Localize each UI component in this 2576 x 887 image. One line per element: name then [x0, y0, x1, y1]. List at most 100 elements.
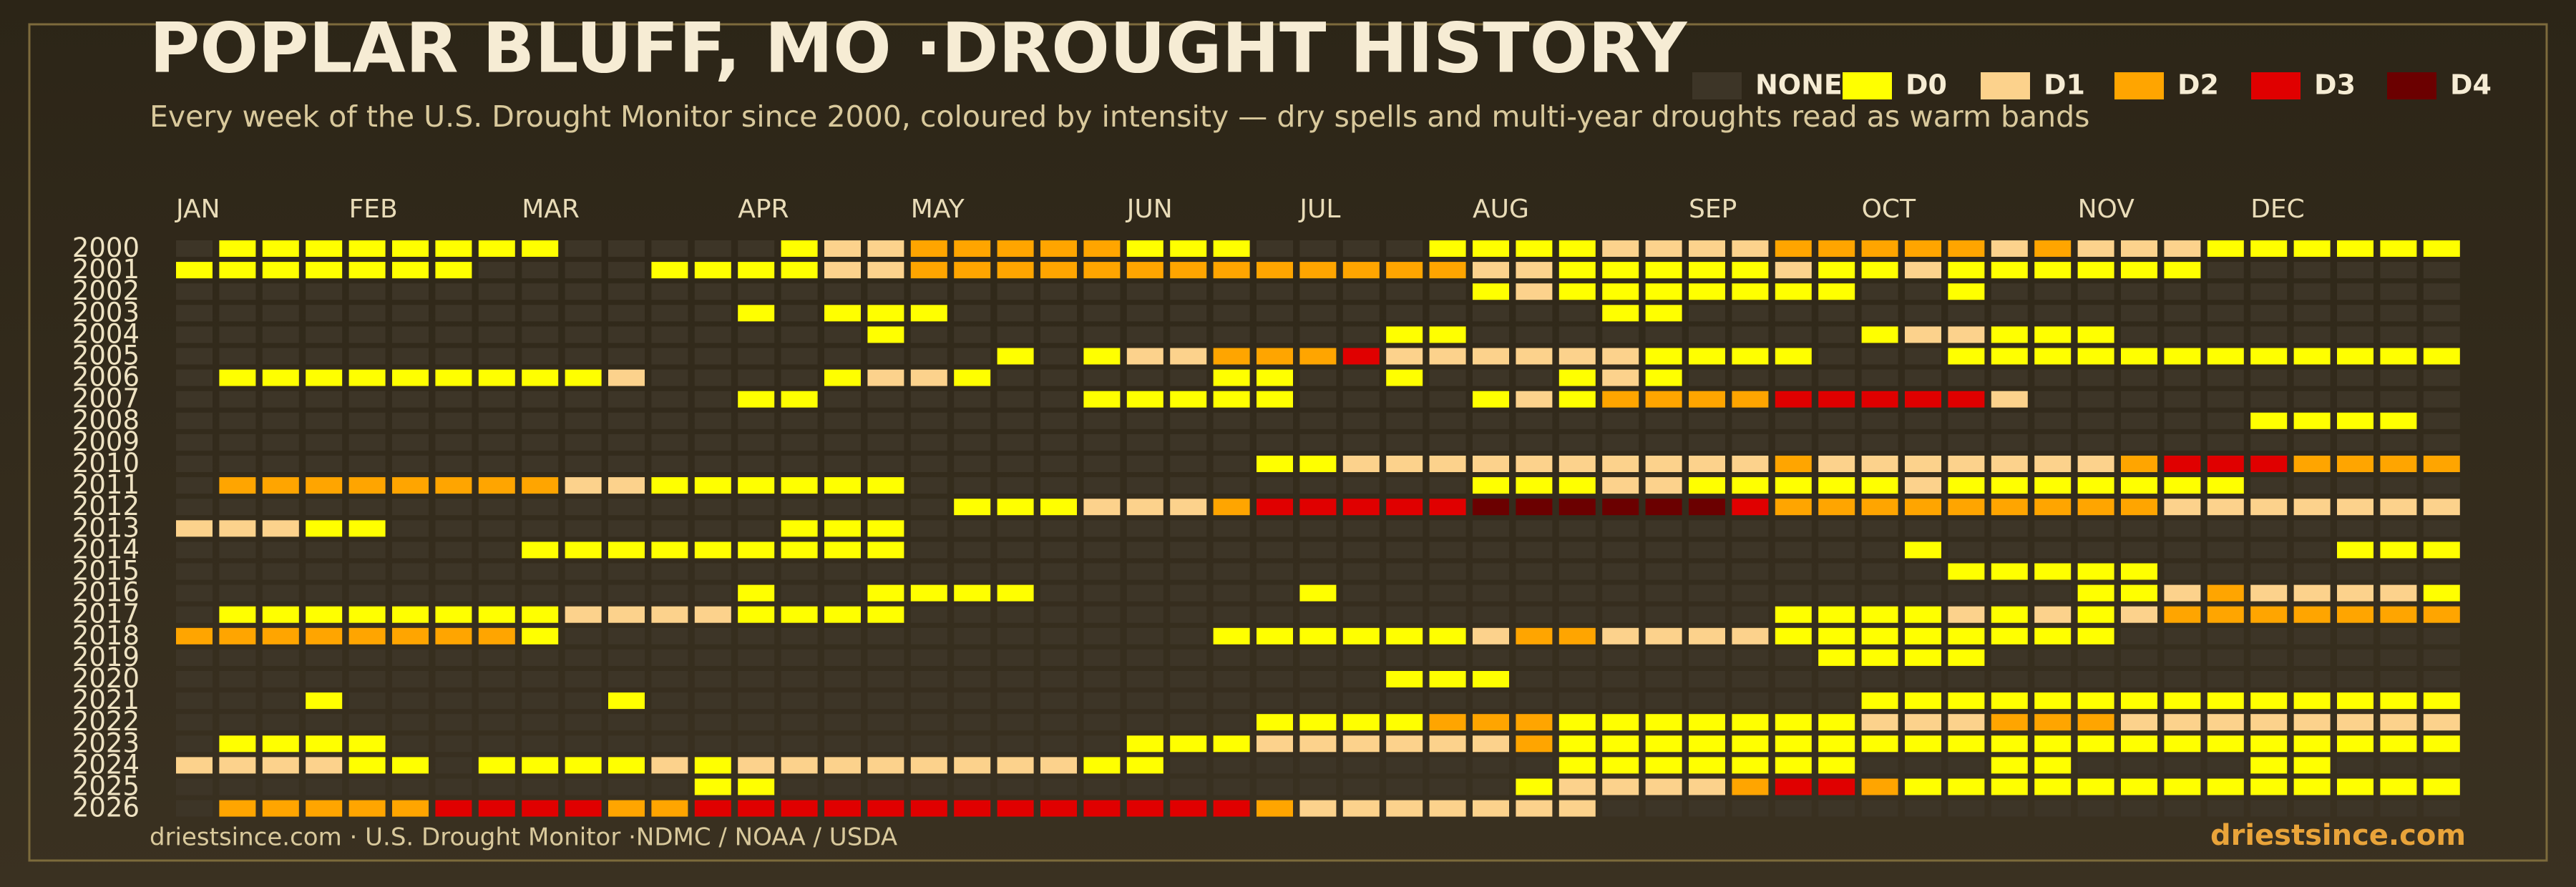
week-cell	[738, 477, 775, 494]
week-cell	[694, 326, 731, 343]
week-cell	[1516, 714, 1553, 731]
week-cell	[392, 541, 429, 559]
week-cell	[1645, 606, 1682, 623]
week-cell	[867, 283, 904, 300]
week-cell	[1126, 584, 1163, 602]
week-cell	[738, 735, 775, 753]
week-cell	[824, 369, 861, 386]
week-cell	[435, 778, 472, 795]
week-cell	[1213, 348, 1250, 365]
week-cell	[2164, 283, 2201, 300]
week-cell	[2121, 348, 2157, 365]
week-cell	[1342, 477, 1380, 494]
week-cell	[781, 305, 818, 322]
week-cell	[2121, 477, 2157, 494]
week-cell	[1861, 520, 1898, 537]
week-cell	[2337, 584, 2373, 602]
week-cell	[2337, 800, 2373, 817]
week-cell	[954, 499, 991, 516]
week-cell	[1775, 283, 1812, 300]
week-cell	[910, 800, 947, 817]
week-cell	[435, 649, 472, 666]
week-cell	[1861, 735, 1898, 753]
week-cell	[262, 456, 299, 472]
week-cell	[1818, 326, 1855, 343]
week-cell	[1905, 649, 1941, 666]
week-cell	[2423, 541, 2460, 559]
week-cell	[2293, 735, 2331, 753]
week-cell	[2250, 348, 2288, 365]
week-cell	[1775, 477, 1812, 494]
week-cell	[1040, 714, 1077, 731]
week-cell	[262, 412, 299, 429]
week-cell	[565, 520, 602, 537]
week-cell	[392, 456, 429, 472]
week-cell	[478, 541, 515, 559]
week-cell	[565, 714, 602, 731]
week-cell	[1126, 627, 1163, 645]
week-cell	[1602, 326, 1639, 343]
month-label: AUG	[1473, 195, 1529, 224]
week-cell	[1818, 412, 1855, 429]
week-cell	[2207, 499, 2244, 516]
year-label: 2014	[72, 534, 140, 564]
week-cell	[1861, 283, 1898, 300]
week-cell	[2250, 412, 2288, 429]
week-cell	[1905, 520, 1941, 537]
week-cell	[694, 283, 731, 300]
week-cell	[2293, 433, 2331, 451]
week-cell	[1257, 499, 1293, 516]
week-cell	[608, 433, 645, 451]
week-cell	[651, 283, 688, 300]
week-cell	[522, 778, 559, 795]
week-cell	[1126, 477, 1163, 494]
month-label: MAR	[522, 195, 580, 224]
week-cell	[1040, 262, 1077, 279]
week-cell	[2121, 240, 2157, 257]
week-cell	[1126, 757, 1163, 774]
week-cell	[1775, 778, 1812, 795]
week-cell	[2207, 477, 2244, 494]
week-cell	[1473, 735, 1509, 753]
week-cell	[2423, 584, 2460, 602]
week-cell	[478, 520, 515, 537]
week-cell	[1991, 541, 2028, 559]
week-cell	[694, 433, 731, 451]
week-cell	[997, 800, 1034, 817]
week-cell	[348, 627, 386, 645]
week-cell	[738, 692, 775, 710]
week-cell	[1602, 391, 1639, 408]
week-cell	[651, 714, 688, 731]
week-cell	[1558, 606, 1596, 623]
week-cell	[2250, 326, 2288, 343]
week-cell	[262, 563, 299, 580]
week-cell	[910, 305, 947, 322]
week-cell	[1645, 499, 1682, 516]
week-cell	[867, 433, 904, 451]
week-cell	[2293, 305, 2331, 322]
week-cell	[2293, 348, 2331, 365]
week-cell	[1083, 433, 1121, 451]
week-cell	[867, 305, 904, 322]
year-label: 2018	[72, 620, 140, 651]
week-cell	[1732, 735, 1769, 753]
week-cell	[1126, 692, 1163, 710]
week-cell	[738, 627, 775, 645]
week-cell	[306, 541, 343, 559]
week-cell	[2121, 778, 2157, 795]
month-label: DEC	[2250, 195, 2305, 224]
week-cell	[1429, 391, 1466, 408]
week-cell	[1126, 369, 1163, 386]
week-cell	[1775, 584, 1812, 602]
legend-swatch	[1843, 72, 1892, 99]
week-cell	[435, 305, 472, 322]
week-cell	[1861, 456, 1898, 472]
week-cell	[219, 800, 256, 817]
week-cell	[997, 477, 1034, 494]
week-cell	[1732, 305, 1769, 322]
week-cell	[565, 433, 602, 451]
week-cell	[306, 649, 343, 666]
week-cell	[1429, 778, 1466, 795]
week-cell	[2207, 584, 2244, 602]
week-cell	[1170, 499, 1207, 516]
